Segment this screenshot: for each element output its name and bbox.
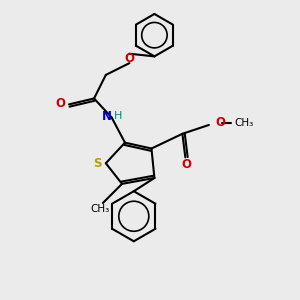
Text: O: O — [215, 116, 225, 129]
Text: CH₃: CH₃ — [234, 118, 253, 128]
Text: O: O — [181, 158, 191, 171]
Text: N: N — [102, 110, 112, 123]
Text: O: O — [124, 52, 134, 64]
Text: S: S — [93, 157, 102, 170]
Text: H: H — [114, 111, 122, 121]
Text: O: O — [56, 97, 66, 110]
Text: CH₃: CH₃ — [90, 205, 110, 214]
